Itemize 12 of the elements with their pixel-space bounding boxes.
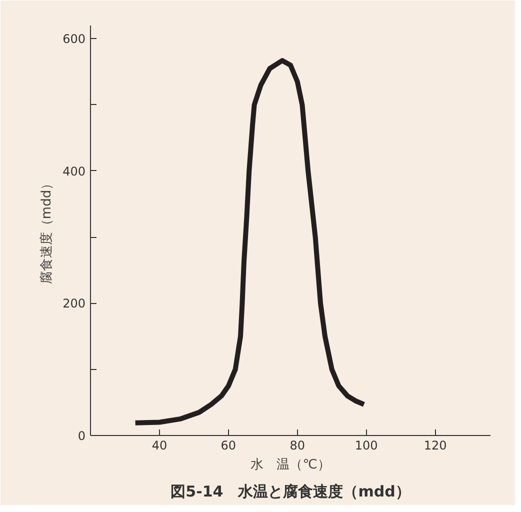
y-tick-label: 200 — [62, 296, 86, 311]
text: 図5-14 水温と腐食速度（mdd） — [170, 482, 410, 500]
x-tick-label: 60 — [220, 438, 236, 452]
y-tick-label: 0 — [78, 429, 86, 443]
x-axis-title: 水 温（℃） — [250, 458, 330, 472]
x-tick-label: 40 — [152, 438, 168, 452]
x-tick-label: 100 — [354, 438, 378, 452]
x-tick-label: 120 — [424, 438, 447, 452]
x-tick-label: 80 — [290, 438, 306, 452]
y-axis-title: 腐食速度（mdd） — [38, 176, 55, 284]
y-tick-label: 600 — [62, 32, 86, 46]
y-tick-label: 400 — [62, 164, 86, 178]
